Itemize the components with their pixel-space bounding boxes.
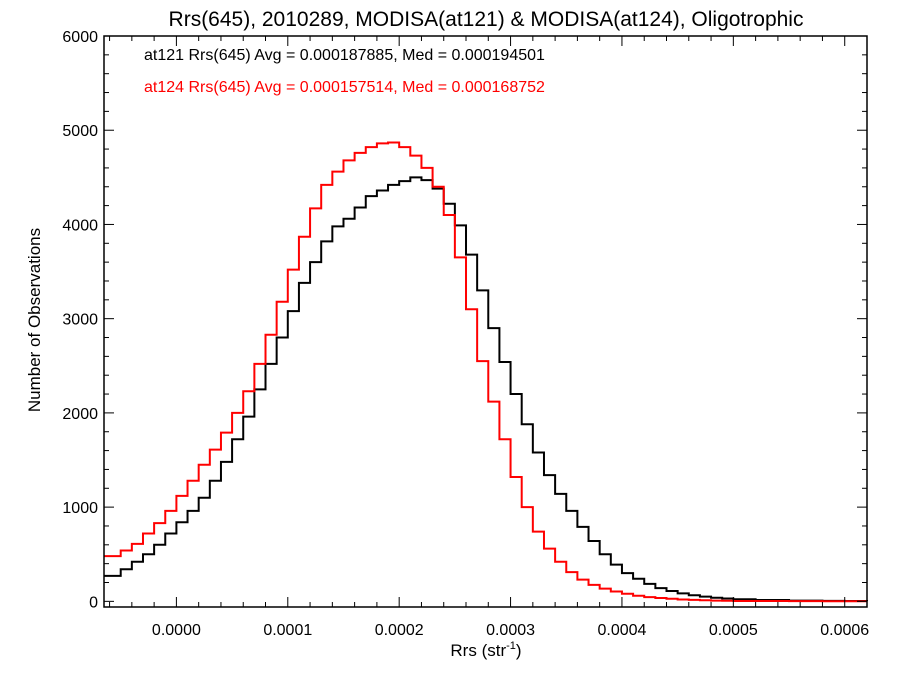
y-tick-label: 1000 xyxy=(62,500,98,517)
y-tick-label: 3000 xyxy=(62,312,98,329)
chart-title: Rrs(645), 2010289, MODISA(at121) & MODIS… xyxy=(169,8,804,31)
series-lines xyxy=(104,141,868,603)
legend-entry-at124: at124 Rrs(645) Avg = 0.000157514, Med = … xyxy=(144,79,545,96)
x-tick-label: 0.0001 xyxy=(263,622,312,639)
x-tick-label: 0.0005 xyxy=(709,622,758,639)
axis-ticks: 0.0000 0.0001 0.0002 0.0003 0.0004 0.0005 0.00… xyxy=(62,29,869,639)
x-tick-label: 0.0002 xyxy=(375,622,424,639)
y-tick-label: 0 xyxy=(89,594,98,611)
x-axis-label: Rrs (str-1) xyxy=(450,640,521,660)
legend-entry-at121: at121 Rrs(645) Avg = 0.000187885, Med = … xyxy=(144,47,545,64)
y-tick-label: 2000 xyxy=(62,406,98,423)
series-line-2 xyxy=(104,141,867,603)
x-tick-label: 0.0000 xyxy=(152,622,201,639)
y-axis-label: Number of Observations xyxy=(25,228,44,412)
y-tick-label: 4000 xyxy=(62,217,98,234)
x-axis-label-end: ) xyxy=(516,641,522,660)
plot-frame xyxy=(103,35,868,608)
y-tick-label: 5000 xyxy=(62,123,98,140)
legend: at121 Rrs(645) Avg = 0.000187885, Med = … xyxy=(144,47,545,96)
x-tick-label: 0.0006 xyxy=(820,622,869,639)
x-axis-label-main: Rrs (str xyxy=(450,641,506,660)
y-tick-label: 6000 xyxy=(62,29,98,46)
x-tick-label: 0.0004 xyxy=(597,622,646,639)
series-line-1 xyxy=(104,176,868,603)
x-tick-label: 0.0003 xyxy=(486,622,535,639)
x-axis-label-superscript: -1 xyxy=(506,640,516,652)
